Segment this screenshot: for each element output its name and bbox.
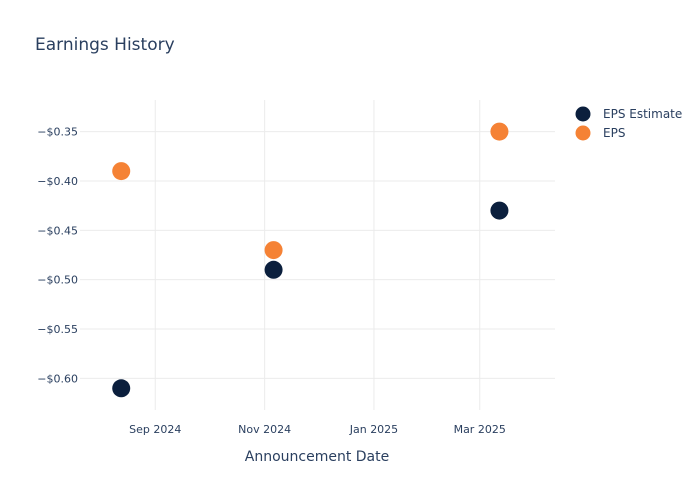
legend: EPS Estimate EPS <box>575 106 682 141</box>
y-tick-label: −$0.55 <box>37 323 78 336</box>
eps-estimate-point <box>264 260 283 279</box>
x-tick-label: Sep 2024 <box>129 423 181 436</box>
x-axis-title: Announcement Date <box>245 449 389 465</box>
grid-layer <box>80 100 555 410</box>
eps-legend-marker <box>575 125 591 141</box>
x-axis-ticks: Sep 2024 Nov 2024 Jan 2025 Mar 2025 <box>129 423 506 436</box>
x-tick-label: Jan 2025 <box>349 423 398 436</box>
eps-point <box>112 162 131 181</box>
eps-estimate-point <box>490 201 509 220</box>
y-tick-label: −$0.60 <box>37 372 78 385</box>
y-tick-label: −$0.45 <box>37 224 78 237</box>
eps-point <box>264 241 283 260</box>
eps-point <box>490 122 509 141</box>
y-axis-ticks: −$0.35 −$0.40 −$0.45 −$0.50 −$0.55 −$0.60 <box>37 126 78 386</box>
data-points <box>112 122 509 398</box>
y-tick-label: −$0.35 <box>37 126 78 139</box>
eps-estimate-legend-marker <box>575 106 591 122</box>
eps-estimate-legend-label: EPS Estimate <box>603 107 682 121</box>
y-tick-label: −$0.40 <box>37 175 78 188</box>
x-tick-label: Nov 2024 <box>238 423 291 436</box>
eps-estimate-point <box>112 379 131 398</box>
x-tick-label: Mar 2025 <box>454 423 506 436</box>
chart-title: Earnings History <box>35 35 175 55</box>
eps-legend-label: EPS <box>603 126 625 140</box>
y-tick-label: −$0.50 <box>37 274 78 287</box>
